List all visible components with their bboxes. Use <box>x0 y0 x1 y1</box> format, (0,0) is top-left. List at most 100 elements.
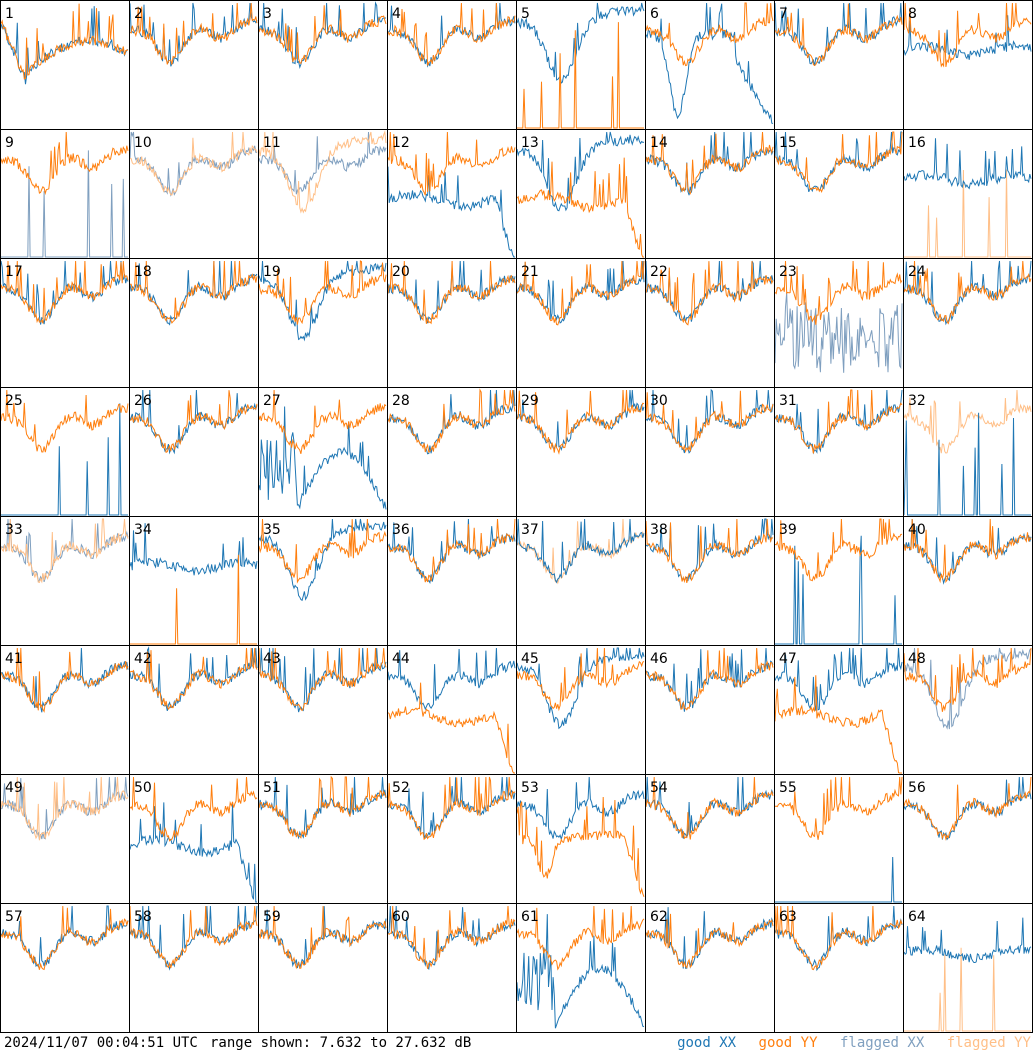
panel-2-label: 2 <box>134 6 143 22</box>
panel-9-label: 9 <box>5 135 14 151</box>
panel-27: 27 <box>258 387 388 517</box>
panel-32-label: 32 <box>908 393 926 409</box>
panel-36-label: 36 <box>392 522 410 538</box>
panel-47-yy-line <box>774 675 902 774</box>
panel-39-yy-line <box>774 518 903 582</box>
panel-33-xx-line <box>1 518 129 583</box>
panel-62-label: 62 <box>650 909 668 925</box>
legend-flagged-xx: flagged XX <box>839 1035 925 1051</box>
panel-61: 61 <box>516 903 646 1033</box>
panel-41-label: 41 <box>5 651 23 667</box>
panel-8-yy-line <box>903 2 1032 68</box>
panel-59-xx-line <box>258 906 387 970</box>
panel-57: 57 <box>0 903 130 1033</box>
panel-25-label: 25 <box>5 393 23 409</box>
panel-57-yy-line <box>0 905 129 971</box>
panel-30-yy-line <box>645 390 774 454</box>
panel-41-yy-line <box>0 647 129 713</box>
panel-52-yy-line <box>387 776 516 841</box>
panel-45: 45 <box>516 645 646 775</box>
panel-19-label: 19 <box>263 264 281 280</box>
panel-35-yy-line <box>258 518 387 584</box>
panel-27-yy-line <box>258 389 387 454</box>
panel-35-label: 35 <box>263 522 281 538</box>
panel-46: 46 <box>645 645 775 775</box>
panel-2: 2 <box>129 0 259 130</box>
panel-2-frame <box>129 0 259 130</box>
panel-54: 54 <box>645 774 775 904</box>
panel-51-label: 51 <box>263 780 281 796</box>
panel-14-label: 14 <box>650 135 668 151</box>
panel-11: 11 <box>258 129 388 259</box>
panel-61-yy-line <box>516 905 645 971</box>
panel-18-yy-line <box>130 260 258 324</box>
panel-5-label: 5 <box>521 6 530 22</box>
panel-47-xx-line <box>774 647 903 711</box>
panel-5-xx-line <box>516 2 645 84</box>
panel-38-xx-line <box>645 518 774 582</box>
panel-14: 14 <box>645 129 775 259</box>
panel-33-label: 33 <box>5 522 23 538</box>
panel-8-label: 8 <box>908 6 917 22</box>
panel-61-label: 61 <box>521 909 539 925</box>
panel-52: 52 <box>387 774 517 904</box>
panel-21: 21 <box>516 258 646 388</box>
panel-9-frame <box>0 129 130 259</box>
panel-10-yy-line <box>129 131 258 196</box>
panel-16-yy-line <box>904 169 1031 258</box>
panel-21-label: 21 <box>521 264 539 280</box>
panel-52-xx-line <box>387 776 516 840</box>
legend-good-yy: good YY <box>758 1035 818 1051</box>
panel-3-label: 3 <box>263 6 272 22</box>
panel-13-xx-line <box>516 131 645 212</box>
panel-7-yy-line <box>774 3 903 67</box>
panel-44-yy-line <box>387 682 515 774</box>
panel-55-xx-line <box>775 856 902 903</box>
panel-15-label: 15 <box>779 135 797 151</box>
panel-43-xx-line <box>258 647 387 713</box>
panel-39-label: 39 <box>779 522 797 538</box>
panel-45-label: 45 <box>521 651 539 667</box>
panel-46-yy-line <box>645 647 774 711</box>
panel-32: 32 <box>903 387 1033 517</box>
panel-24-yy-line <box>903 260 1032 325</box>
panel-33-yy-line <box>0 518 129 584</box>
panel-50-xx-line <box>129 802 257 903</box>
panel-56-label: 56 <box>908 780 926 796</box>
panel-26: 26 <box>129 387 259 517</box>
panel-29-yy-line <box>516 389 645 455</box>
panel-50-label: 50 <box>134 780 152 796</box>
panel-3-yy-line <box>258 5 387 64</box>
panel-64-xx-line <box>903 917 1032 963</box>
panel-36-yy-line <box>387 518 516 583</box>
panel-24: 24 <box>903 258 1033 388</box>
panel-12-label: 12 <box>392 135 410 151</box>
panel-20-label: 20 <box>392 264 410 280</box>
panel-64: 64 <box>903 903 1033 1033</box>
panel-49-yy-line <box>0 776 129 841</box>
panel-21-xx-line <box>516 260 645 324</box>
panel-32-xx-line <box>903 412 1031 516</box>
panel-31: 31 <box>774 387 904 517</box>
panel-53-yy-line <box>516 796 645 897</box>
panel-33: 33 <box>0 516 130 646</box>
panel-4-label: 4 <box>392 6 401 22</box>
panel-1-label: 1 <box>5 6 14 22</box>
panel-19-xx-line <box>258 260 387 342</box>
panel-50: 50 <box>129 774 259 904</box>
panel-52-label: 52 <box>392 780 410 796</box>
panel-8: 8 <box>903 0 1033 130</box>
panel-22: 22 <box>645 258 775 388</box>
panel-21-yy-line <box>516 260 645 326</box>
panel-58: 58 <box>129 903 259 1033</box>
panel-11-label: 11 <box>263 135 281 151</box>
panel-39: 39 <box>774 516 904 646</box>
panel-48-yy-line <box>903 647 1032 712</box>
panel-13-label: 13 <box>521 135 539 151</box>
panel-41: 41 <box>0 645 130 775</box>
panel-6-xx-line <box>645 2 774 125</box>
panel-34-label: 34 <box>134 522 152 538</box>
panel-59-label: 59 <box>263 909 281 925</box>
panel-12-yy-line <box>387 131 516 196</box>
panel-35: 35 <box>258 516 388 646</box>
